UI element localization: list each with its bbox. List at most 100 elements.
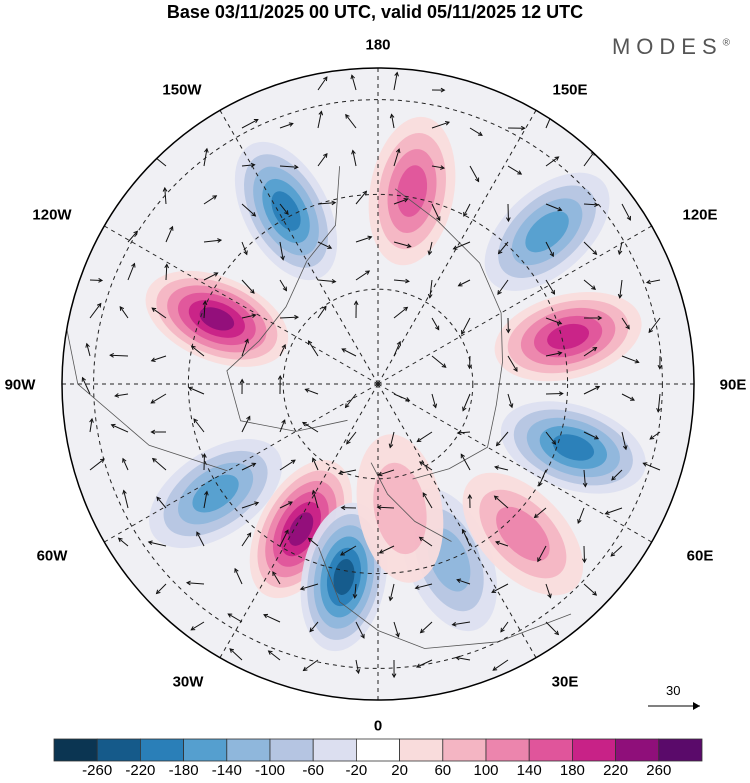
- wind-arrow: [469, 127, 483, 136]
- wind-arrow: [155, 583, 167, 595]
- wind-arrow: [85, 342, 91, 357]
- colorbar-swatch: [615, 738, 660, 762]
- latitude-circle: [187, 193, 569, 575]
- wind-arrow: [355, 235, 373, 243]
- wind-arrow: [457, 279, 471, 287]
- wind-arrow: [164, 263, 170, 281]
- colorbar-tick-label: -60: [302, 762, 325, 779]
- coastline: [394, 188, 503, 480]
- coastline-layer: [66, 166, 572, 649]
- wind-arrow: [494, 465, 509, 471]
- wind-arrow: [241, 415, 251, 433]
- registered-mark: ®: [722, 37, 730, 49]
- wind-arrow: [378, 545, 395, 554]
- chart-title: Base 03/11/2025 00 UTC, valid 05/11/2025…: [166, 2, 584, 22]
- colorbar-tick-label: -20: [345, 762, 368, 779]
- coastline: [226, 166, 348, 432]
- wind-arrow: [545, 583, 552, 599]
- lon-label-60e: 60E: [686, 547, 714, 565]
- wind-arrow: [492, 659, 509, 671]
- wind-arrow: [241, 203, 257, 217]
- wind-arrow: [203, 490, 209, 509]
- anomaly-contour: [333, 558, 355, 595]
- wind-arrow: [337, 469, 357, 476]
- wind-arrow: [241, 241, 248, 256]
- wind-arrow: [419, 621, 433, 634]
- wind-arrow: [533, 507, 547, 519]
- colorbar-swatch: [96, 738, 141, 762]
- wind-arrow: [279, 241, 285, 261]
- brand-name: MODES: [611, 34, 723, 59]
- latitude-circle: [93, 99, 663, 669]
- wind-arrow: [117, 537, 129, 547]
- lon-label-90e: 90E: [719, 376, 747, 394]
- wind-arrow: [611, 469, 623, 481]
- wind-arrow: [500, 621, 509, 633]
- vector-scale-label: 30: [666, 683, 681, 698]
- colorbar-tick-label: -140: [211, 762, 242, 779]
- colorbar-swatch: [485, 738, 530, 762]
- wind-arrow: [272, 571, 281, 585]
- wind-arrow: [89, 302, 102, 319]
- anomaly-layer: [145, 116, 646, 652]
- wind-arrow: [537, 545, 547, 563]
- wind-arrow: [203, 272, 219, 281]
- vector-reference-arrow: [648, 702, 700, 710]
- wind-arrow: [317, 278, 337, 284]
- colorbar-tick-label: -180: [168, 762, 199, 779]
- wind-arrow: [648, 317, 661, 334]
- wind-arrow: [355, 659, 361, 675]
- wind-arrow: [583, 346, 598, 357]
- wind-arrow: [345, 113, 357, 129]
- wind-arrow: [621, 393, 635, 401]
- wind-arrow: [545, 391, 564, 396]
- anomaly-contour: [199, 307, 235, 331]
- wind-arrow: [150, 393, 167, 404]
- wind-arrow: [656, 393, 661, 413]
- wind-arrow: [317, 200, 337, 206]
- wind-arrow: [301, 421, 319, 433]
- wind-arrow: [165, 225, 174, 243]
- lon-label-90w: 90W: [4, 376, 36, 394]
- coastline: [66, 329, 228, 472]
- wind-arrow: [418, 461, 433, 471]
- wind-arrow: [388, 431, 395, 449]
- anomaly-contour: [552, 434, 595, 461]
- lon-label-30w: 30W: [172, 673, 204, 691]
- wind-arrow: [414, 583, 433, 590]
- wind-arrow: [353, 300, 359, 319]
- wind-arrow: [416, 431, 433, 443]
- wind-arrow: [317, 305, 327, 319]
- wind-arrow: [393, 241, 412, 249]
- wind-arrow: [538, 469, 547, 487]
- wind-arrow: [267, 650, 281, 661]
- wind-arrow: [114, 393, 129, 398]
- wind-arrow: [388, 583, 395, 602]
- wind-arrow: [577, 507, 585, 524]
- wind-arrow: [279, 344, 286, 357]
- wind-arrow: [461, 317, 471, 335]
- lon-label-150e: 150E: [552, 81, 588, 99]
- wind-arrow: [340, 505, 357, 511]
- graticule: [62, 68, 694, 700]
- wind-arrow: [545, 203, 563, 212]
- wind-arrow: [545, 351, 563, 357]
- wind-arrow: [307, 340, 319, 357]
- wind-arrow: [545, 279, 556, 295]
- latitude-circle: [282, 288, 474, 480]
- map-border: [61, 67, 695, 701]
- wind-arrow: [147, 540, 167, 547]
- wind-arrow: [185, 580, 205, 586]
- lon-label-150w: 150W: [162, 81, 202, 99]
- colorbar-swatch: [53, 738, 98, 762]
- wind-arrow: [621, 203, 631, 221]
- colorbar-swatch: [226, 738, 271, 762]
- wind-arrow: [431, 203, 441, 222]
- wind-arrow: [279, 122, 294, 129]
- wind-arrow: [89, 417, 94, 433]
- colorbar-tick-label: -220: [125, 762, 156, 779]
- wind-arrow: [344, 393, 357, 409]
- wind-arrow: [431, 87, 446, 93]
- lon-label-0: 0: [373, 717, 383, 735]
- wind-arrow: [277, 374, 283, 395]
